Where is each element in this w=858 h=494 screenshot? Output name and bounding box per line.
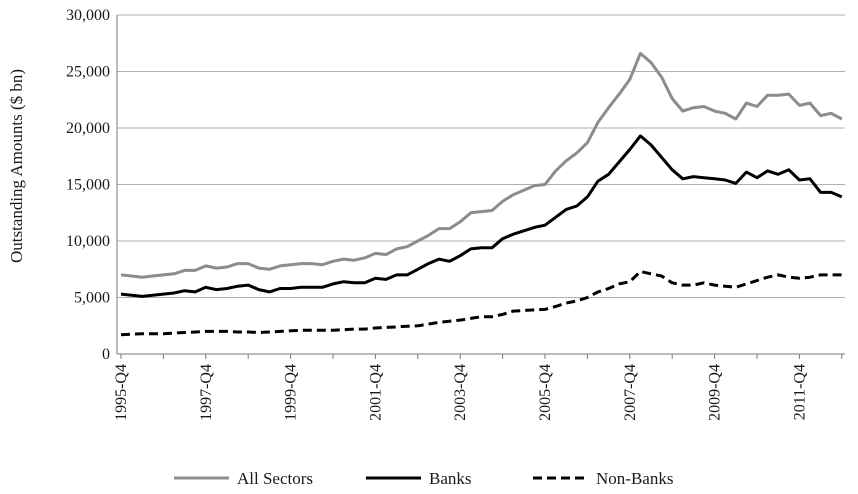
x-tick-label: 2001-Q4 [367,364,384,421]
series-line-2 [120,270,842,337]
legend-label-2: Non-Banks [596,469,673,488]
axes [116,15,845,355]
y-axis-title: Outstanding Amounts ($ bn) [7,69,26,263]
gridlines [117,14,845,298]
series-lines [120,51,843,337]
x-tick-label: 2003-Q4 [452,364,469,421]
legend-label-1: Banks [429,469,472,488]
x-tick-label: 2009-Q4 [707,364,724,421]
x-tick-label: 1999-Q4 [283,364,300,421]
y-tick-label: 25,000 [66,64,110,81]
y-tick-label: 30,000 [66,7,110,24]
x-tick-label: 1997-Q4 [198,364,215,421]
x-tick-label: 2007-Q4 [622,364,639,421]
x-tick-label: 2005-Q4 [537,364,554,421]
y-tick-label: 0 [102,346,110,363]
y-tick-label: 20,000 [66,120,110,137]
y-tick-label: 10,000 [66,233,110,250]
series-line-1 [120,134,843,298]
y-tick-label: 5,000 [74,290,110,307]
y-axis-tick-labels: 0 5,000 10,000 15,000 20,000 25,000 30,000 [66,7,110,363]
series-line-0 [120,51,843,279]
x-axis-tick-labels: 1995-Q4 1997-Q4 1999-Q4 2001-Q4 2003-Q4 2005-… [113,354,843,421]
x-tick-label: 1995-Q4 [113,364,130,421]
legend-label-0: All Sectors [237,469,313,488]
y-tick-label: 15,000 [66,177,110,194]
legend: All Sectors Banks Non-Banks [174,469,673,488]
x-tick-label: 2011-Q4 [791,364,808,420]
